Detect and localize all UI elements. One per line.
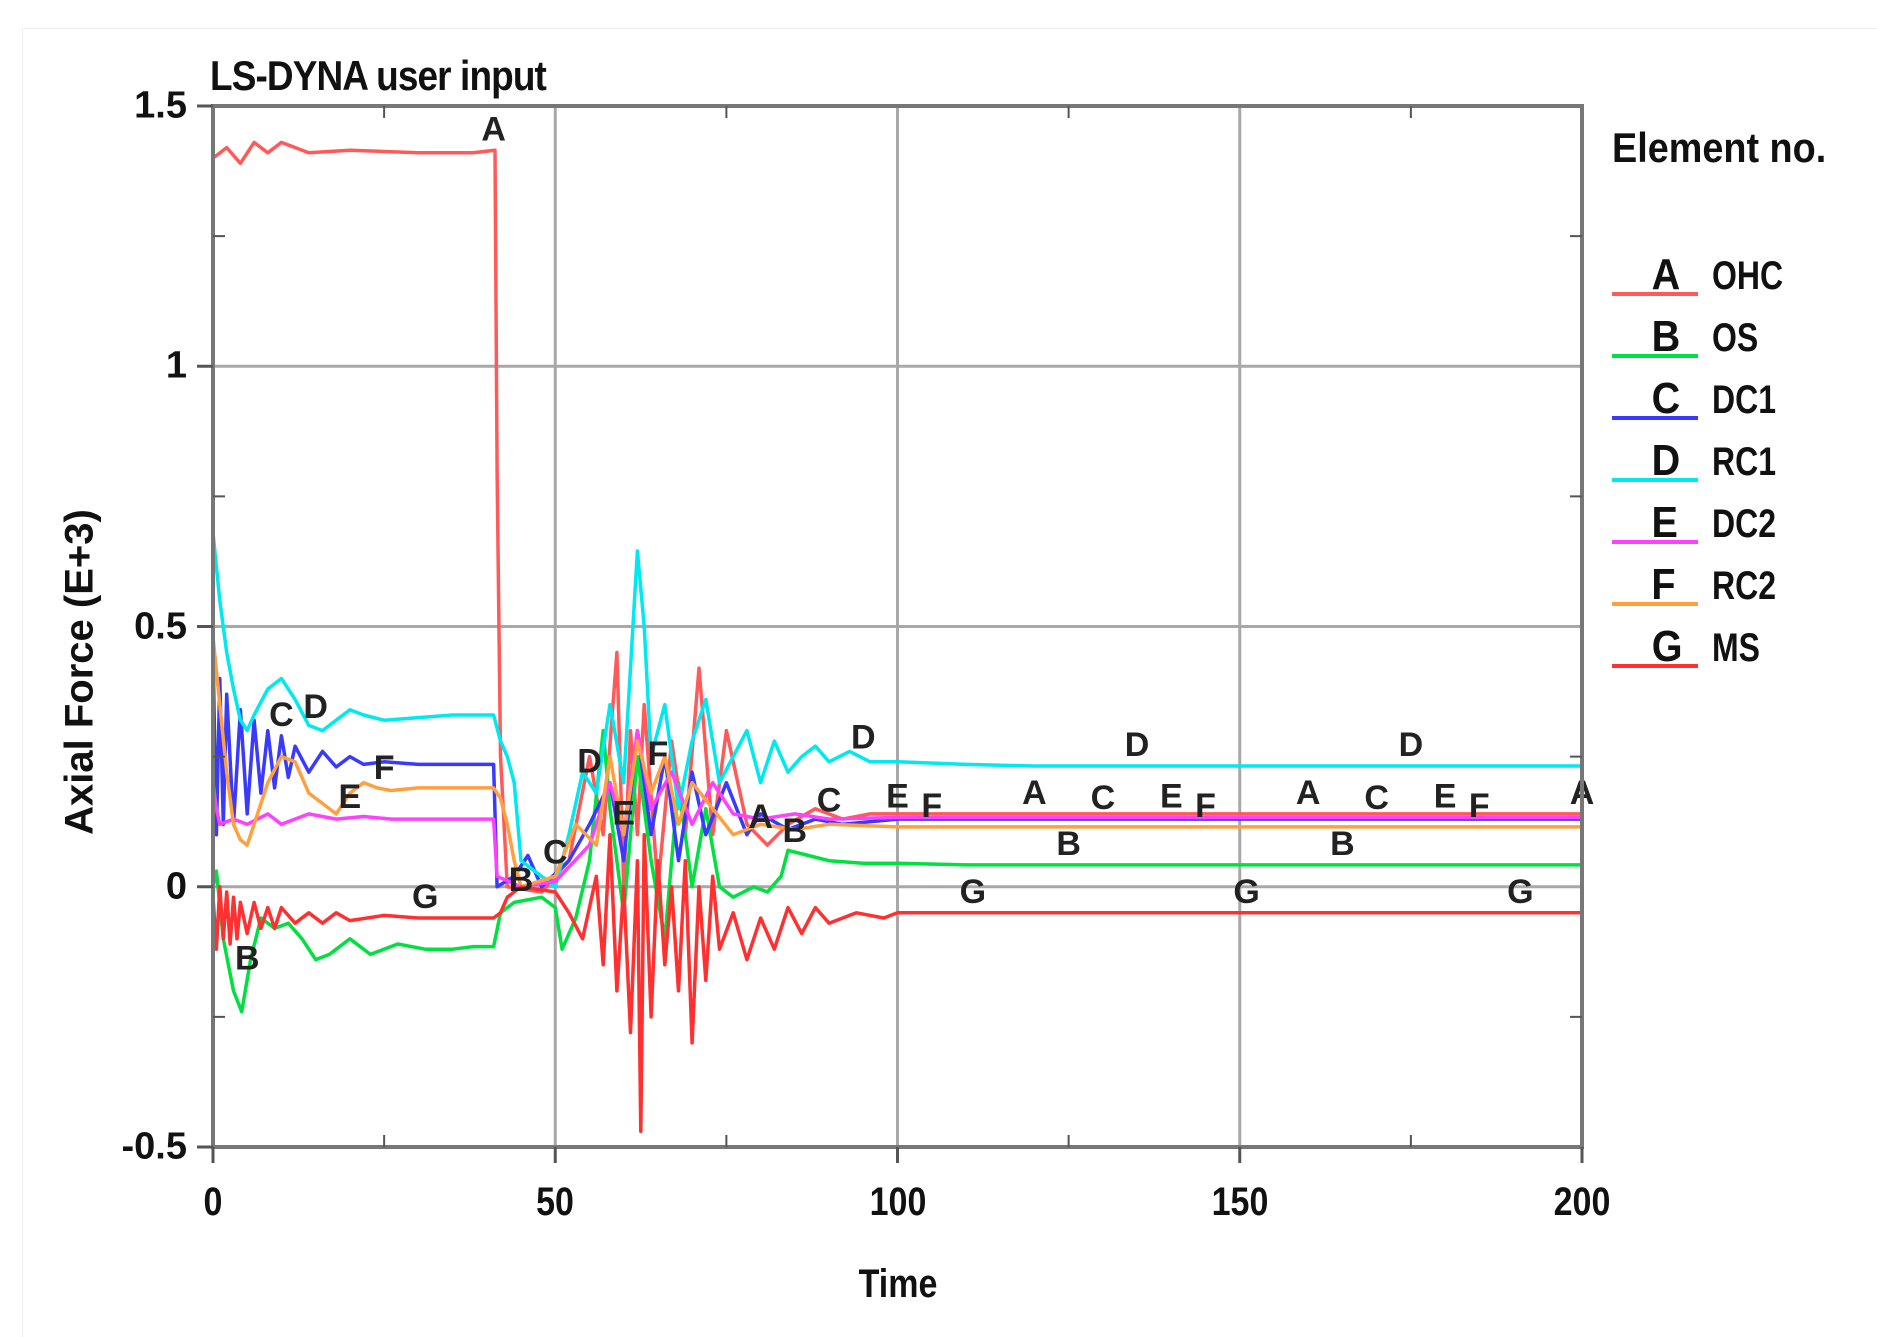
curve-label: A — [1022, 774, 1047, 812]
series-line-rc2 — [211, 636, 1582, 889]
curve-label: C — [543, 834, 568, 872]
curve-label: F — [1195, 787, 1216, 825]
y-tick-label: 0.5 — [134, 605, 187, 647]
legend-line-swatch — [1612, 416, 1698, 420]
curve-label: G — [412, 878, 438, 916]
y-tick-label: 0 — [165, 865, 187, 908]
curve-label: A — [1296, 774, 1321, 812]
legend-letter: E — [1651, 498, 1678, 547]
legend-letter: A — [1651, 250, 1681, 299]
legend-item-rc1: D RC1 — [1612, 436, 1862, 492]
x-tick-label: 0 — [203, 1180, 223, 1224]
x-tick-label: 200 — [1553, 1180, 1611, 1224]
curve-label: E — [1160, 778, 1183, 816]
legend-name: MS — [1712, 626, 1760, 670]
curve-label: D — [577, 743, 602, 781]
data-series — [211, 140, 1582, 1134]
legend-name: RC1 — [1712, 440, 1777, 484]
legend-item-ms: G MS — [1612, 622, 1862, 678]
legend-item-ohc: A OHC — [1612, 250, 1862, 306]
y-tick-label: 1.5 — [134, 84, 187, 127]
legend-name: DC1 — [1712, 378, 1777, 422]
curve-label: D — [303, 688, 328, 726]
legend-letter: G — [1651, 622, 1683, 671]
curve-label: B — [235, 940, 260, 978]
x-tick-label: 50 — [536, 1180, 575, 1224]
y-tick-label: -0.5 — [121, 1125, 187, 1168]
curve-label: B — [1330, 825, 1355, 863]
curve-label: D — [851, 718, 876, 756]
y-tick-label: 1 — [165, 344, 187, 387]
legend-line-swatch — [1612, 354, 1698, 358]
curve-label: F — [374, 749, 395, 787]
legend-line-swatch — [1612, 292, 1698, 296]
curve-label: C — [817, 782, 842, 820]
y-axis-label: Axial Force (E+3) — [57, 509, 102, 835]
series-line-os — [211, 728, 1582, 1014]
curve-label: B — [509, 861, 534, 899]
curve-label: G — [960, 873, 986, 911]
legend-item-rc2: F RC2 — [1612, 560, 1862, 616]
legend-name: RC2 — [1712, 564, 1777, 608]
series-line-dc2 — [211, 728, 1582, 889]
legend-letter: B — [1651, 312, 1681, 361]
curve-label: E — [1434, 778, 1457, 816]
chart-title: LS-DYNA user input — [210, 52, 547, 99]
legend-item-dc2: E DC2 — [1612, 498, 1862, 554]
curve-label: C — [269, 696, 294, 734]
curve-label: G — [1233, 873, 1259, 911]
curve-label: G — [1507, 873, 1533, 911]
curve-label: A — [748, 798, 773, 836]
curve-label: C — [1091, 779, 1116, 817]
legend-letter: C — [1651, 374, 1681, 423]
curve-label: F — [1469, 787, 1490, 825]
legend-line-swatch — [1612, 478, 1698, 482]
curve-label: C — [1364, 779, 1389, 817]
curve-label: E — [339, 778, 362, 816]
legend-item-dc1: C DC1 — [1612, 374, 1862, 430]
curve-label: F — [921, 787, 942, 825]
legend-line-swatch — [1612, 602, 1698, 606]
grid-lines — [213, 106, 1582, 1147]
legend-name: DC2 — [1712, 502, 1777, 546]
legend-title: Element no. — [1612, 124, 1827, 171]
x-tick-label: 150 — [1211, 1180, 1269, 1224]
series-line-ms — [211, 832, 1582, 1134]
x-axis-label: Time — [858, 1262, 938, 1306]
chart-frame — [22, 28, 1877, 1337]
x-tick-label: 100 — [869, 1180, 926, 1224]
curve-label: B — [783, 812, 808, 850]
legend-letter: D — [1651, 436, 1681, 485]
legend-line-swatch — [1612, 664, 1698, 668]
legend-name: OHC — [1712, 254, 1784, 298]
curve-label: E — [612, 795, 635, 833]
curve-label: A — [481, 110, 506, 148]
curve-label: D — [1125, 726, 1150, 764]
legend-name: OS — [1712, 316, 1759, 360]
series-line-dc1 — [211, 652, 1582, 889]
curve-label: D — [1399, 726, 1424, 764]
curve-label: B — [1056, 825, 1081, 863]
legend-letter: F — [1651, 560, 1676, 609]
legend-item-os: B OS — [1612, 312, 1862, 368]
curve-label: E — [886, 778, 909, 816]
series-line-rc1 — [211, 532, 1582, 889]
plot-axes — [197, 104, 1584, 1163]
curve-label: F — [648, 735, 669, 773]
legend-line-swatch — [1612, 540, 1698, 544]
